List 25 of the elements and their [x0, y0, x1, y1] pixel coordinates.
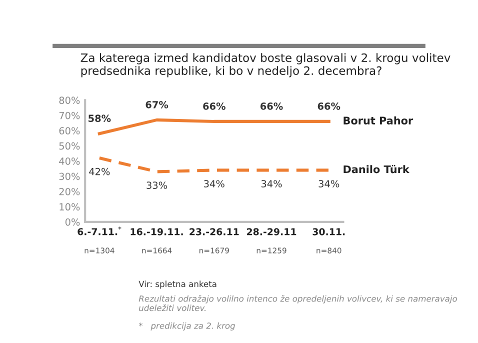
y-tick-label: 50% [59, 142, 80, 150]
text: * predikcija za 2. krog [138, 322, 236, 330]
data-label: 34% [261, 180, 282, 188]
data-label: 66% [318, 102, 340, 110]
data-label: 66% [203, 102, 226, 110]
data-label: 66% [260, 102, 283, 110]
data-label: 67% [146, 100, 168, 108]
series-label: Danilo Türk [344, 164, 410, 174]
data-label: 33% [146, 182, 168, 189]
y-tick-label: 80% [59, 96, 80, 104]
y-tick-label: 40% [59, 158, 80, 165]
text: Vir: spletna anketa [138, 280, 216, 289]
y-tick-label: 10% [60, 203, 80, 211]
series-label: Borut Pahor [344, 116, 414, 124]
text: Rezultati odražajo volilno intenco že opredeljenih volivcev, ki se nameravajo udeležiti volitev. [138, 294, 457, 312]
y-tick-label: 30% [59, 172, 80, 180]
chart-title: Za katerega izmed kandidatov boste glasovali v 2. krogu volitev predsednika republike, ki bo v nedeljo 2. decembra? [80, 53, 450, 78]
y-tick-label: 0% [65, 218, 80, 226]
y-tick-label: 70% [59, 112, 80, 120]
data-label: 34% [204, 180, 224, 188]
data-label: 34% [318, 180, 340, 188]
data-label: 42% [89, 168, 110, 176]
y-tick-label: 60% [59, 127, 80, 134]
data-label: 58% [88, 114, 111, 122]
y-tick-label: 20% [59, 188, 80, 196]
